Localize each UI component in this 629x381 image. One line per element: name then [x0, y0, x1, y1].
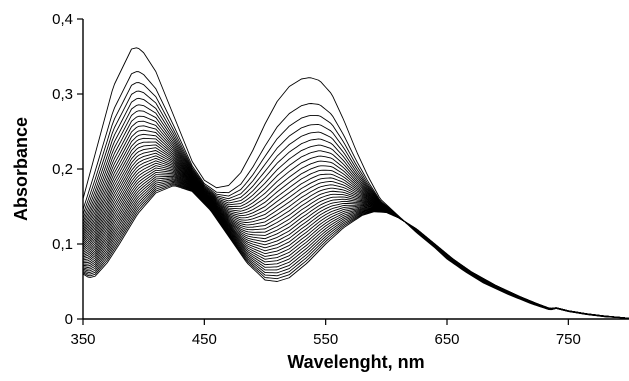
spectrum-line	[82, 177, 629, 319]
y-ticks: 0 0,1 0,2 0,3 0,4	[52, 11, 83, 328]
x-tick-label: 350	[70, 331, 95, 348]
y-tick-label: 0,1	[52, 236, 73, 253]
spectrum-line	[82, 185, 629, 319]
x-ticks: 350 450 550 650 750	[70, 319, 581, 348]
spectrum-line	[82, 157, 629, 319]
y-tick-label: 0,4	[52, 11, 73, 28]
spectrum-line	[82, 180, 629, 319]
axes-group	[82, 19, 629, 320]
spectrum-line	[82, 97, 629, 319]
x-tick-label: 450	[192, 331, 217, 348]
spectrum-line	[82, 150, 629, 319]
spectrum-line	[82, 90, 629, 319]
y-axis-title: Absorbance	[11, 117, 31, 221]
series-group	[82, 47, 629, 319]
spectrum-line	[82, 172, 629, 319]
x-tick-label: 650	[434, 331, 459, 348]
spectrum-line	[82, 175, 629, 319]
x-axis-title: Wavelenght, nm	[287, 352, 424, 372]
y-tick-label: 0	[65, 311, 73, 328]
spectrum-line	[82, 125, 629, 319]
y-tick-label: 0,3	[52, 86, 73, 103]
spectrum-line	[82, 137, 629, 319]
spectrum-line	[82, 174, 629, 319]
x-tick-label: 550	[313, 331, 338, 348]
y-tick-label: 0,2	[52, 161, 73, 178]
x-tick-label: 750	[556, 331, 581, 348]
